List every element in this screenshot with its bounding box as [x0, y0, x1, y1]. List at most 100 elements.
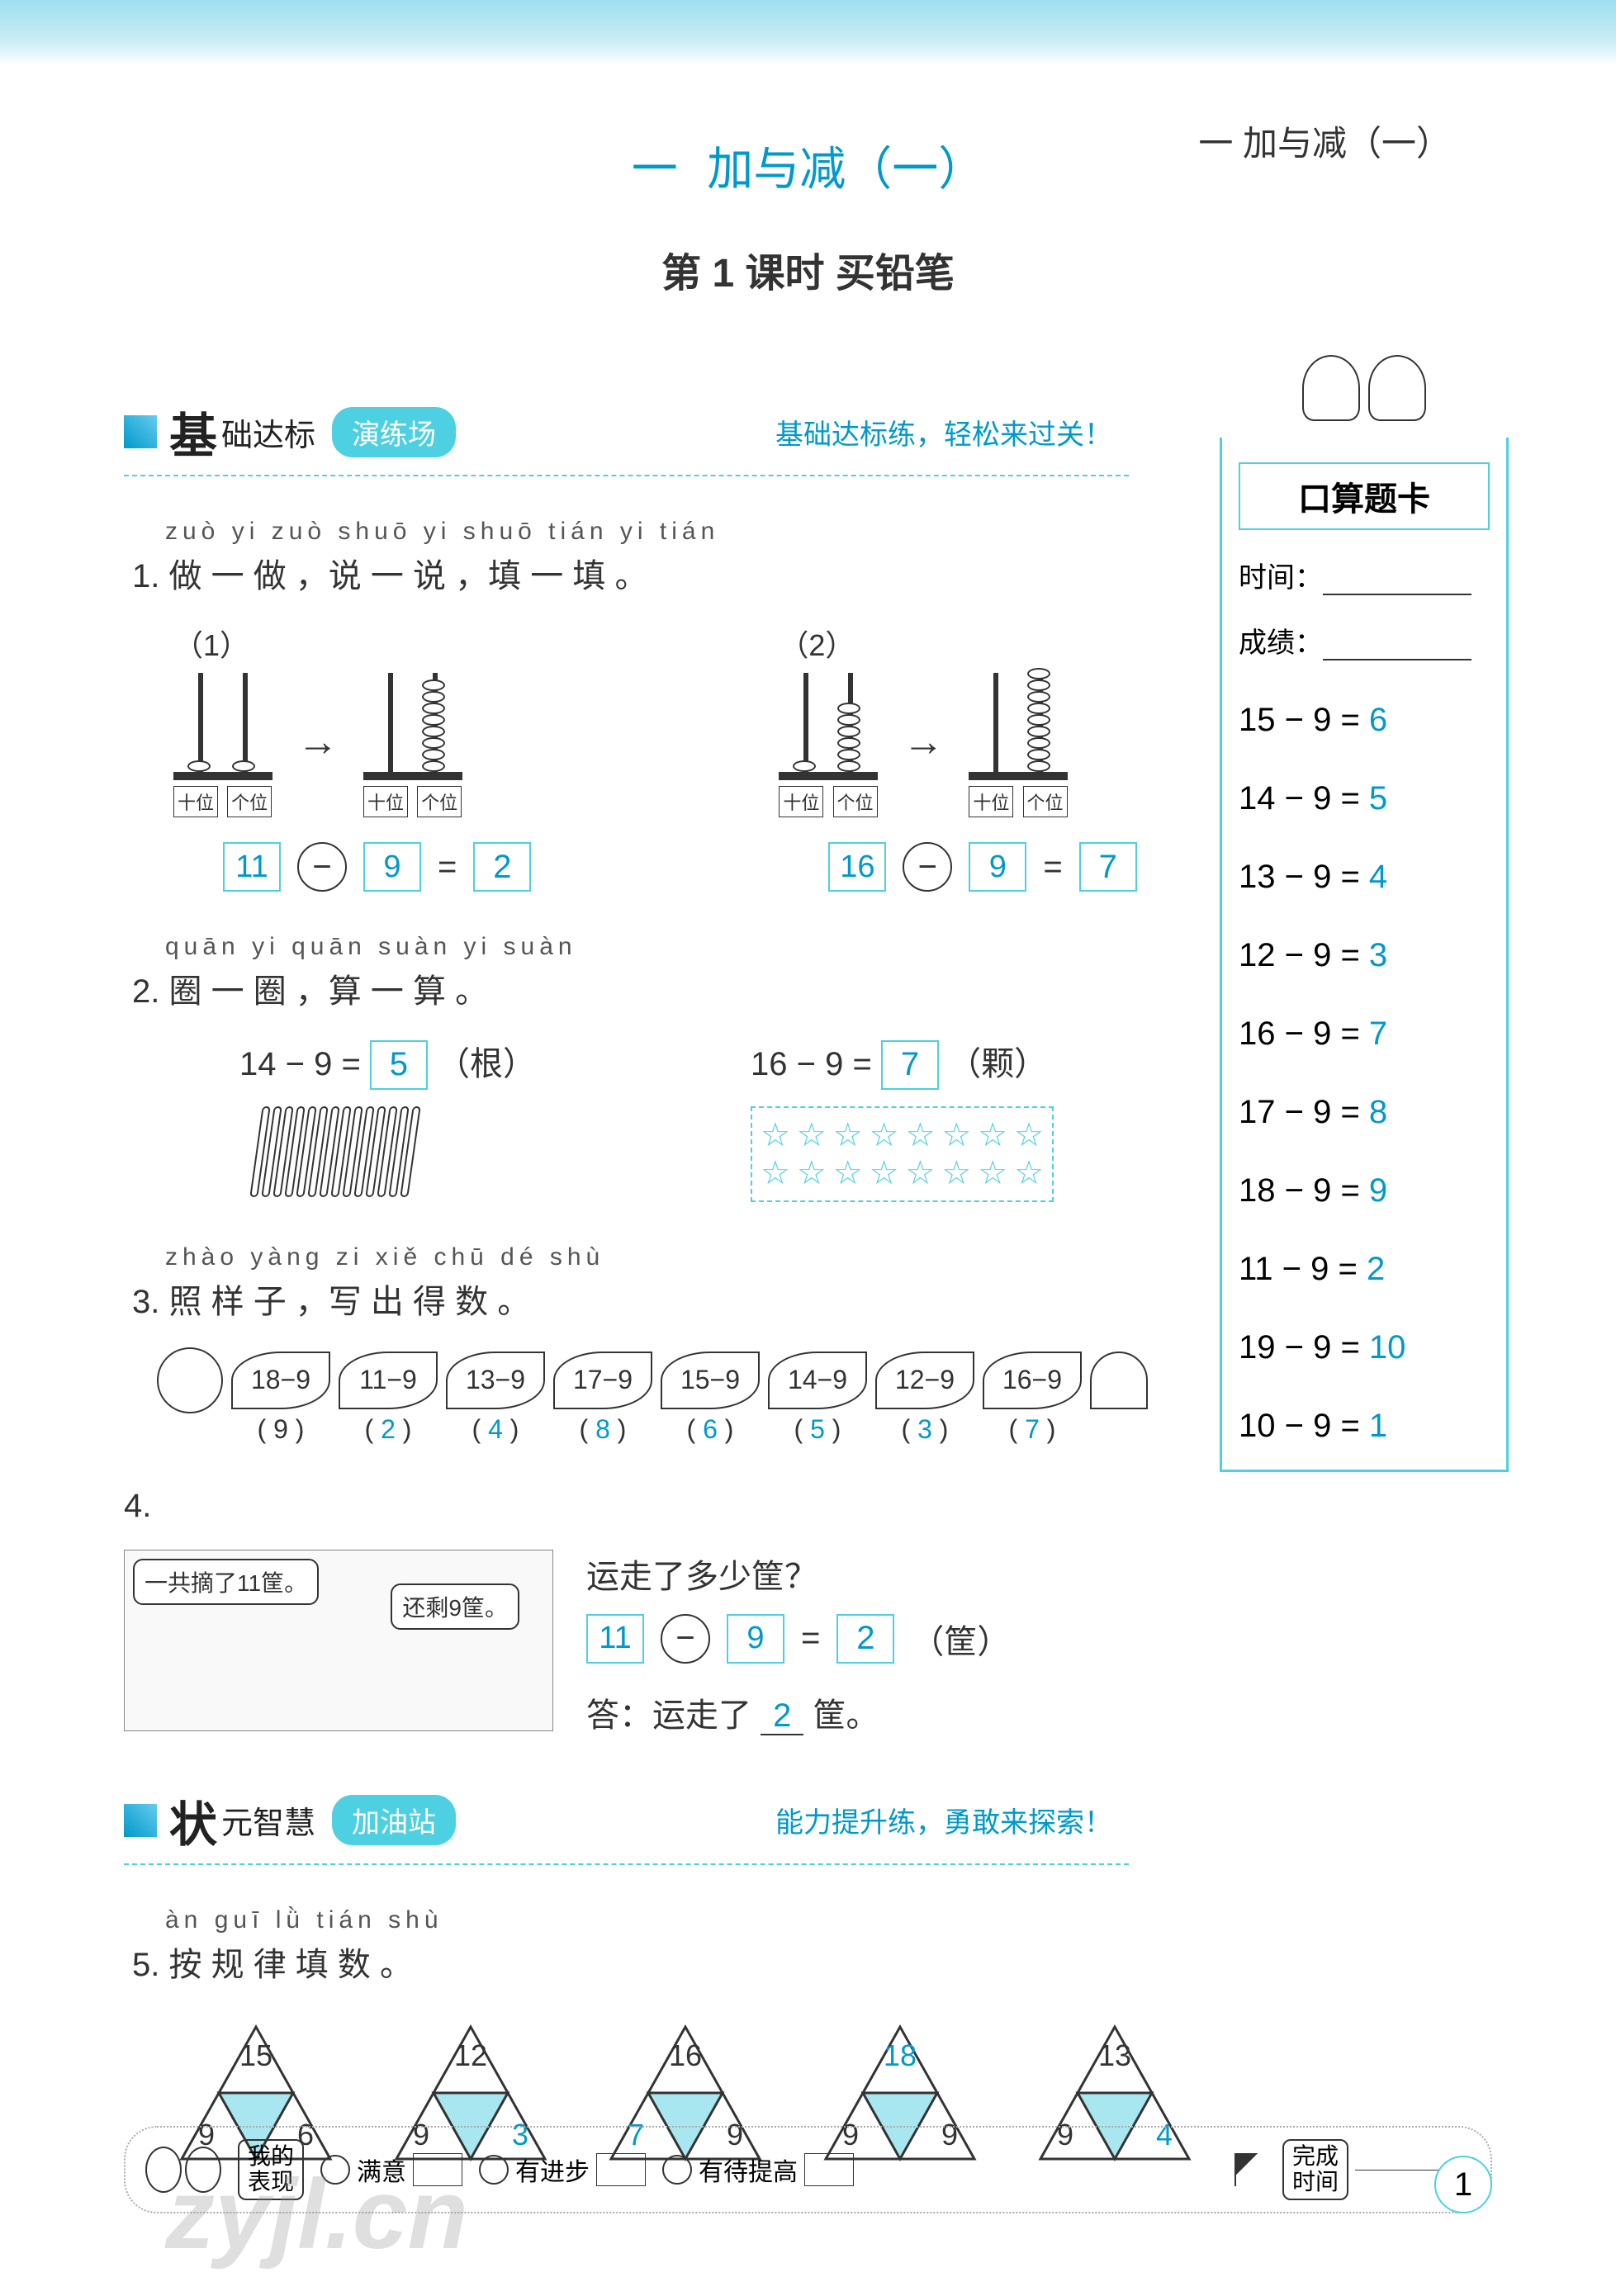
triangle-value: 15 — [239, 2038, 272, 2073]
lesson-title: 第 1 课时 买铅笔 — [0, 240, 1616, 298]
flashcard-answer[interactable]: 10 — [1369, 1329, 1406, 1366]
page-number: 1 — [1434, 2156, 1492, 2213]
flashcard-answer[interactable]: 6 — [1369, 702, 1387, 738]
section1-badge: 演练场 — [332, 407, 456, 457]
leaf-answer[interactable]: ( 7 ) — [1009, 1414, 1056, 1445]
q4-ans-prefix: 答：运走了 — [586, 1697, 751, 1734]
question-4: 4. 一共摘了11筐。 还剩9筐。 运走了多少筐？ 11 − 9 = 2 （筐）… — [124, 1488, 1492, 1736]
leaf-pad: 16−9( 7 ) — [983, 1352, 1082, 1409]
q1-p2-label: （2） — [779, 622, 1136, 665]
leaf-pad: 15−9( 6 ) — [661, 1352, 760, 1409]
section-advanced-header: 状 元智慧 加油站 能力提升练，勇敢来探索！ — [124, 1786, 1492, 1855]
leaf-answer[interactable]: ( 6 ) — [687, 1414, 734, 1445]
score-input[interactable] — [1323, 659, 1471, 660]
leaf-pad: 18−9( 9 ) — [231, 1352, 330, 1409]
q1-p2-op: − — [903, 842, 952, 892]
leaf-answer[interactable]: ( 8 ) — [580, 1414, 627, 1445]
leaf-answer[interactable]: ( 4 ) — [472, 1414, 519, 1445]
flashcard-answer[interactable]: 7 — [1369, 1015, 1387, 1052]
breadcrumb: 一 加与减（一） — [1198, 116, 1451, 166]
flashcard-problem: 13 − 9 = 4 — [1239, 859, 1490, 896]
q4-question: 运走了多少筐？ — [586, 1550, 1010, 1598]
star-icon: ☆ — [905, 1154, 935, 1192]
triangle-value: 13 — [1098, 2038, 1131, 2073]
flashcard-answer[interactable]: 2 — [1367, 1251, 1385, 1287]
place-label: 十位 — [779, 786, 823, 817]
flashcard-answer[interactable]: 1 — [1369, 1408, 1387, 1444]
neutral-face-icon — [479, 2155, 509, 2185]
q4-ans[interactable]: 2 — [836, 1614, 894, 1664]
flashcard-sidebar: 口算题卡 时间： 成绩： 15 − 9 = 614 − 9 = 513 − 9 … — [1220, 438, 1509, 1472]
q4-b: 9 — [727, 1614, 784, 1664]
leaf-answer[interactable]: ( 2 ) — [365, 1414, 412, 1445]
corner-decor — [1220, 1447, 1244, 1472]
triangle-value[interactable]: 18 — [884, 2038, 917, 2073]
flashcard-problem: 17 − 9 = 8 — [1239, 1094, 1490, 1131]
leaf-pad: 13−9( 4 ) — [446, 1352, 545, 1409]
q4-op: − — [661, 1614, 710, 1664]
section2-tagline: 能力提升练，勇敢来探索！ — [775, 1800, 1112, 1840]
flashcard-answer[interactable]: 8 — [1369, 1094, 1387, 1130]
checkbox[interactable] — [804, 2153, 854, 2186]
flashcard-problem: 19 − 9 = 10 — [1239, 1329, 1490, 1366]
star-icon: ☆ — [1014, 1154, 1044, 1192]
q1-p1-a: 11 — [223, 842, 281, 892]
leaf-pad: 17−9( 8 ) — [553, 1352, 652, 1409]
abacus-1a — [173, 665, 272, 780]
chart-icon — [124, 415, 157, 448]
section2-badge: 加油站 — [332, 1795, 456, 1845]
star-icon: ☆ — [761, 1116, 790, 1154]
flashcard-answer[interactable]: 9 — [1369, 1172, 1387, 1209]
leaf-pad: 11−9( 2 ) — [339, 1352, 438, 1409]
q1-p1-op: − — [297, 842, 347, 892]
star-icon: ☆ — [941, 1154, 971, 1192]
divider — [124, 1863, 1129, 1865]
place-label: 个位 — [417, 786, 462, 817]
opt-improved: 有进步 — [515, 2152, 590, 2188]
house-icon — [1090, 1352, 1148, 1409]
time-label: 时间： — [1239, 562, 1323, 594]
q1-p2-ans[interactable]: 7 — [1079, 842, 1137, 892]
speech-bubble-2: 还剩9筐。 — [391, 1584, 519, 1630]
card-title: 口算题卡 — [1239, 462, 1490, 530]
q2-right-unit: （颗） — [948, 1046, 1047, 1082]
place-label: 个位 — [833, 786, 878, 817]
q2-left-unit: （根） — [437, 1046, 536, 1082]
speech-bubble-1: 一共摘了11筐。 — [133, 1559, 319, 1605]
flashcard-answer[interactable]: 3 — [1369, 937, 1387, 973]
flashcard-problem: 14 − 9 = 5 — [1239, 780, 1490, 817]
q4-illustration: 一共摘了11筐。 还剩9筐。 — [124, 1550, 553, 1731]
checkbox[interactable] — [596, 2153, 646, 2186]
flashcard-answer[interactable]: 4 — [1369, 859, 1387, 895]
q1-p1-label: （1） — [173, 622, 531, 665]
eq-sign: = — [801, 1620, 820, 1657]
arrow-icon: → — [297, 717, 339, 765]
star-icon: ☆ — [978, 1154, 1007, 1192]
star-icon: ☆ — [905, 1116, 935, 1154]
q5-pinyin: àn guī lǜ tián shù — [165, 1906, 1492, 1934]
q4-ans-val[interactable]: 2 — [761, 1697, 803, 1735]
leaf-answer[interactable]: ( 9 ) — [258, 1414, 305, 1445]
time-l2: 时间 — [1292, 2170, 1339, 2195]
opt-needs-work: 有待提高 — [699, 2152, 798, 2188]
pen-icon — [1235, 2153, 1276, 2186]
q1-p1-ans[interactable]: 2 — [473, 842, 531, 892]
q2-left-ans[interactable]: 5 — [370, 1040, 428, 1090]
time-l1: 完成 — [1292, 2144, 1339, 2170]
section1-rest: 础达标 — [221, 409, 315, 455]
triangle-value: 16 — [669, 2038, 702, 2073]
divider — [124, 475, 1129, 476]
q4-ans-suffix: 筐。 — [813, 1697, 879, 1734]
time-input[interactable] — [1323, 594, 1471, 595]
leaf-answer[interactable]: ( 3 ) — [902, 1414, 949, 1445]
section1-main: 基 — [169, 397, 217, 466]
thumbs-icon — [124, 1804, 157, 1837]
leaf-answer[interactable]: ( 5 ) — [794, 1414, 841, 1445]
time-badge: 完成 时间 — [1282, 2139, 1348, 2200]
watermark: zyjl.cn — [165, 2157, 468, 2271]
flashcard-answer[interactable]: 5 — [1369, 780, 1387, 817]
stars-graphic: ☆☆☆☆☆☆☆☆ ☆☆☆☆☆☆☆☆ — [751, 1106, 1054, 1202]
arrow-icon: → — [903, 717, 944, 765]
flashcard-problem: 16 − 9 = 7 — [1239, 1015, 1490, 1053]
q2-right-ans[interactable]: 7 — [881, 1040, 939, 1090]
